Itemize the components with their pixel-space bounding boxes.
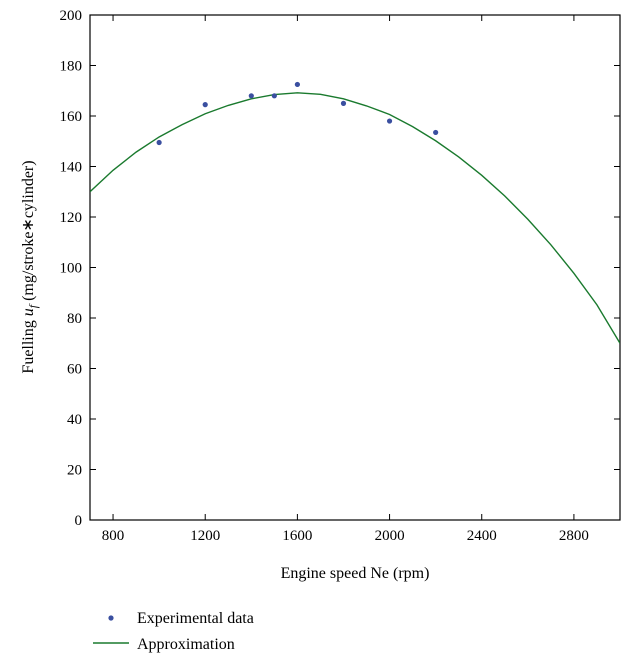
series-layer xyxy=(90,81,620,344)
x-tick-label: 2400 xyxy=(467,528,497,544)
y-axis-title-sub: f xyxy=(26,303,40,308)
experimental-point xyxy=(156,139,162,146)
y-tick-label: 100 xyxy=(60,261,83,277)
y-axis-title-prefix: Fuelling xyxy=(20,316,37,373)
plot-frame xyxy=(89,14,621,521)
experimental-point xyxy=(433,129,439,136)
x-axis-title: Engine speed Ne (rpm) xyxy=(281,565,430,582)
x-tick-label: 1600 xyxy=(282,528,312,544)
x-tick-label: 1200 xyxy=(190,528,220,544)
y-axis-title-suffix: (mg/stroke∗cylinder) xyxy=(20,160,37,304)
y-tick-label: 180 xyxy=(60,59,83,75)
axis-ticks xyxy=(90,14,620,521)
legend-item-approximation: Approximation xyxy=(93,636,235,653)
approximation-line xyxy=(90,92,620,344)
y-axis-title-var: u xyxy=(20,308,37,316)
y-tick-label: 0 xyxy=(75,513,83,529)
legend-label-approximation: Approximation xyxy=(137,636,235,653)
x-tick-label: 2000 xyxy=(375,528,405,544)
legend: Experimental data Approximation xyxy=(93,610,254,653)
y-tick-label: 140 xyxy=(60,160,83,176)
y-tick-label: 20 xyxy=(67,463,82,479)
y-tick-label: 120 xyxy=(60,210,83,226)
experimental-point xyxy=(202,102,208,108)
y-tick-label: 60 xyxy=(67,362,82,378)
y-axis-title: Fuelling uf (mg/stroke∗cylinder) xyxy=(20,160,40,373)
legend-point xyxy=(108,615,114,621)
y-tick-label: 40 xyxy=(67,412,82,428)
legend-item-experimental: Experimental data xyxy=(108,610,254,627)
legend-marker-experimental xyxy=(108,615,114,621)
experimental-point xyxy=(271,93,277,99)
experimental-point xyxy=(294,81,300,88)
experimental-point xyxy=(340,100,347,106)
axis-tick-labels: 800 1200 1600 2000 2400 2800 0 20 40 60 80 100 120 14… xyxy=(60,8,589,544)
y-tick-label: 160 xyxy=(60,109,83,125)
legend-label-experimental: Experimental data xyxy=(137,610,254,627)
y-tick-label: 200 xyxy=(60,8,83,24)
x-tick-label: 2800 xyxy=(559,528,589,544)
experimental-point xyxy=(248,93,254,99)
experimental-point xyxy=(386,118,393,124)
y-tick-label: 80 xyxy=(67,311,82,327)
x-tick-label: 800 xyxy=(102,528,125,544)
